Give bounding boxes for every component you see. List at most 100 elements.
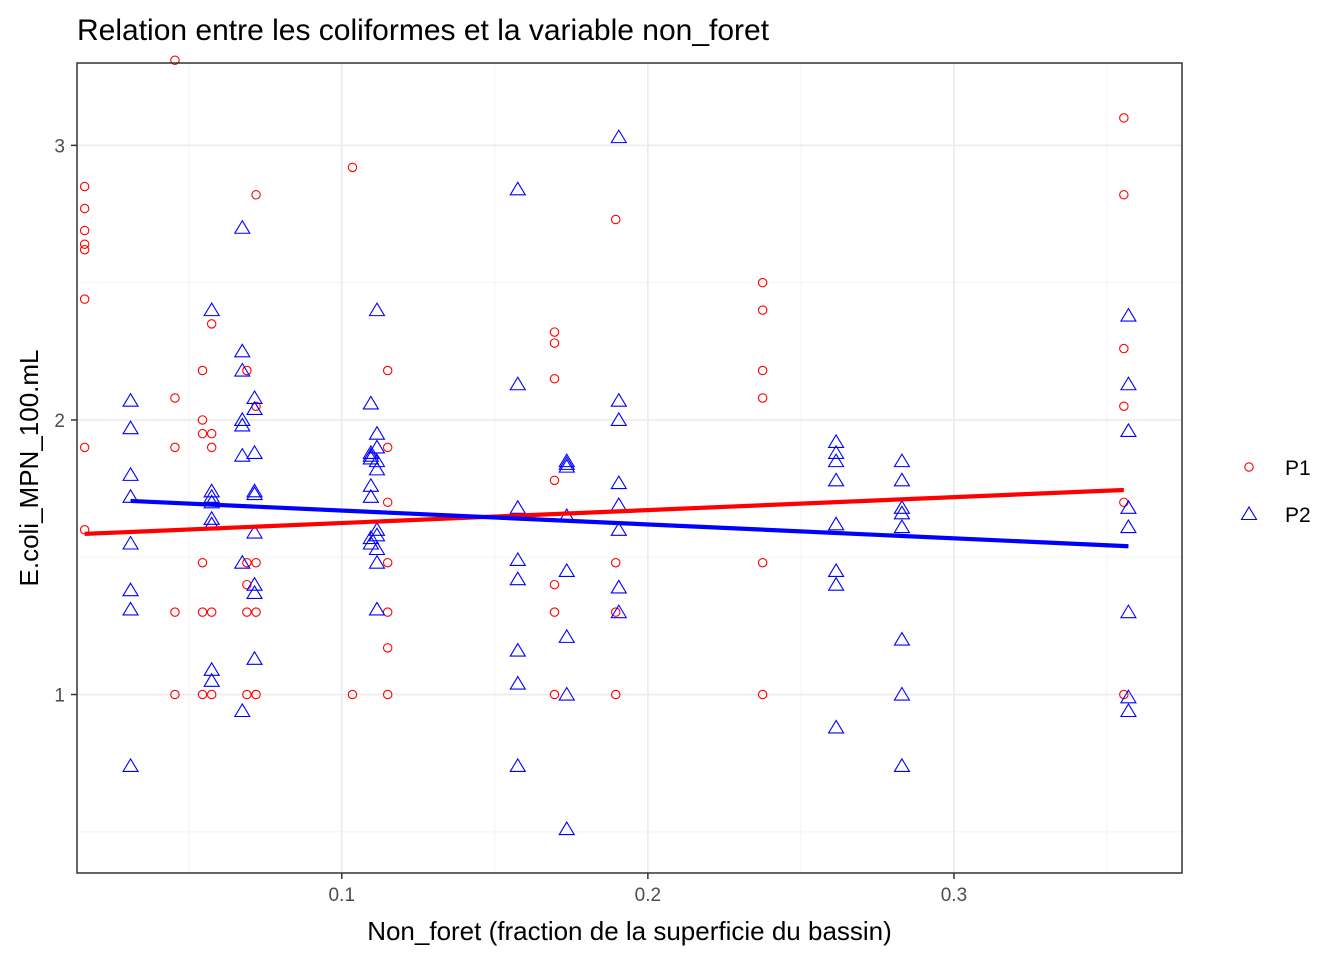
data-point: [827, 472, 845, 487]
data-point: [122, 582, 140, 597]
grid: [77, 63, 1182, 873]
data-point: [233, 411, 251, 426]
data-point: [827, 719, 845, 734]
data-point: [509, 499, 527, 514]
data-point: [549, 338, 560, 348]
data-point: [1119, 604, 1137, 619]
data-point: [382, 442, 393, 453]
data-point: [368, 425, 386, 440]
data-point: [757, 393, 768, 403]
data-point: [757, 277, 768, 288]
data-point: [610, 557, 621, 568]
data-point: [233, 362, 251, 377]
data-point: [233, 702, 251, 718]
data-point: [509, 757, 527, 772]
data-point: [362, 529, 380, 545]
data-point: [549, 607, 560, 617]
data-point: [549, 374, 560, 384]
data-point: [893, 686, 911, 701]
data-point: [368, 527, 386, 542]
data-point: [893, 499, 911, 514]
data-point: [362, 444, 380, 459]
data-point: [610, 214, 621, 225]
data-point: [382, 365, 393, 376]
data-point: [242, 557, 252, 568]
data-point: [203, 488, 221, 503]
data-point: [79, 239, 90, 249]
legend-key-circle: [1244, 462, 1254, 472]
data-point: [246, 576, 264, 591]
data-point: [79, 525, 90, 535]
data-point: [368, 453, 386, 468]
data-point: [170, 55, 180, 66]
data-point: [368, 601, 386, 616]
data-point: [827, 433, 845, 448]
y-tick-label: 3: [54, 136, 65, 157]
x-tick-label: 0.3: [941, 885, 967, 906]
data-point: [206, 689, 217, 700]
data-point: [203, 672, 221, 687]
data-point: [1119, 307, 1137, 322]
data-point: [1119, 401, 1129, 411]
data-point: [203, 510, 221, 525]
data-point: [79, 442, 90, 453]
data-point: [233, 343, 251, 358]
legend-label: P1: [1285, 457, 1311, 480]
data-point: [233, 219, 251, 234]
legend-item-p2: P2: [1240, 504, 1311, 527]
data-point: [206, 442, 217, 453]
data-point: [347, 689, 358, 700]
data-point: [246, 584, 264, 599]
data-point: [382, 497, 393, 508]
legend-label: P2: [1285, 504, 1311, 527]
data-point: [203, 302, 221, 317]
data-point: [203, 494, 221, 509]
data-point: [382, 607, 393, 617]
data-point: [509, 551, 527, 567]
data-point: [558, 562, 576, 578]
data-point: [197, 415, 208, 425]
data-point: [251, 557, 261, 568]
data-point: [197, 607, 208, 617]
data-point: [558, 628, 576, 643]
series-p2: [122, 129, 1137, 836]
data-point: [242, 607, 252, 617]
data-point: [347, 162, 358, 173]
data-point: [246, 389, 264, 405]
data-point: [827, 444, 845, 459]
data-point: [1119, 376, 1137, 391]
y-tick-label: 2: [54, 411, 65, 432]
data-point: [549, 579, 560, 590]
data-point: [382, 557, 393, 568]
x-tick-label: 0.1: [329, 885, 355, 906]
y-tick-label: 1: [54, 686, 65, 707]
x-axis-title: Non_foret (fraction de la superficie du …: [367, 916, 892, 946]
data-point: [610, 392, 628, 407]
x-tick-label: 0.2: [635, 885, 661, 906]
data-point: [197, 689, 208, 700]
data-point: [893, 518, 911, 534]
data-point: [509, 571, 527, 586]
data-point: [79, 244, 90, 255]
legend-key-triangle: [1240, 505, 1258, 521]
data-point: [368, 540, 386, 556]
data-point: [610, 604, 628, 619]
data-point: [251, 689, 261, 700]
data-point: [233, 554, 251, 569]
data-point: [368, 439, 386, 454]
data-point: [122, 601, 140, 616]
data-point: [1119, 343, 1129, 354]
data-point: [610, 129, 628, 144]
data-point: [509, 642, 527, 657]
data-point: [610, 689, 621, 700]
data-point: [206, 319, 217, 329]
data-point: [170, 393, 180, 403]
data-point: [757, 305, 768, 315]
data-point: [242, 689, 252, 700]
data-point: [382, 689, 393, 700]
data-point: [382, 643, 393, 653]
data-point: [251, 607, 261, 617]
data-point: [757, 689, 768, 700]
data-point: [827, 576, 845, 591]
data-point: [558, 458, 576, 473]
